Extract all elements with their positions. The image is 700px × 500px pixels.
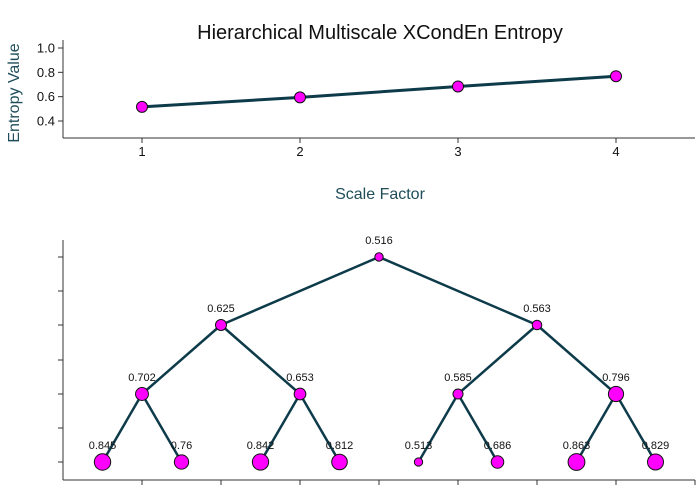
tree-edge: [259, 393, 302, 463]
tree-node-label: 0.812: [326, 440, 354, 452]
tree-node-label: 0.842: [247, 440, 275, 452]
tree-edge: [575, 393, 618, 463]
tree-node: [413, 457, 424, 467]
tree-nodes: 0.516 0.625 0.563 0.702 0.653 0.585 0.796 0.845…: [89, 235, 670, 471]
tree-node-label: 0.653: [286, 372, 314, 384]
tree-edge: [220, 255, 380, 327]
tree-edge: [614, 393, 657, 463]
series-line: [141, 74, 617, 109]
tree-edge: [417, 393, 460, 463]
tree-edge: [298, 393, 341, 463]
tree-node-label: 0.563: [523, 303, 551, 315]
tree-edge: [101, 393, 144, 463]
tree-axes: [58, 240, 696, 485]
tree-node: [135, 387, 149, 401]
data-point: [136, 100, 148, 113]
tree-node: [214, 318, 228, 332]
tree-node-label: 0.76: [171, 440, 192, 452]
tree-node-label: 0.863: [563, 440, 591, 452]
x-axis-label: Scale Factor: [335, 186, 425, 203]
data-point: [610, 70, 622, 83]
tree-edge: [456, 393, 499, 463]
tree-node: [490, 455, 505, 469]
tree-node-label: 0.516: [365, 235, 393, 247]
tree-node-label: 0.829: [642, 440, 670, 452]
tree-node-label: 0.686: [484, 440, 512, 452]
tree-node: [293, 387, 307, 401]
y-tick-label: 1.0: [37, 41, 55, 56]
x-tick-label: 1: [138, 144, 145, 159]
tree-edge: [140, 393, 183, 463]
x-tick-label: 3: [454, 144, 461, 159]
tree-node-label: 0.513: [405, 440, 433, 452]
data-point: [294, 91, 306, 104]
tree-node: [452, 388, 464, 400]
tree-node: [93, 453, 112, 471]
chart-title: Hierarchical Multiscale XCondEn Entropy: [197, 22, 563, 44]
data-point: [452, 80, 464, 93]
tree-node: [374, 252, 384, 262]
tree-node-label: 0.796: [602, 372, 630, 384]
tree-edges: [101, 255, 657, 463]
y-axis-label: Entropy Value: [6, 43, 23, 142]
tree-node: [607, 385, 625, 403]
x-tick-label: 2: [296, 144, 303, 159]
tree-node: [647, 453, 664, 471]
tree-node-label: 0.702: [128, 372, 156, 384]
tree-node-label: 0.625: [207, 303, 235, 315]
tree-node: [531, 319, 543, 331]
tree-node: [567, 453, 586, 471]
top-axes: 0.4 0.6 0.8 1.0 1 2 3 4: [37, 40, 695, 159]
tree-edge: [378, 255, 538, 327]
tree-node: [173, 454, 190, 470]
y-tick-label: 0.4: [37, 114, 55, 129]
tree-edge: [457, 324, 538, 395]
tree-edge: [220, 324, 301, 395]
tree-edge: [141, 324, 222, 395]
tree-node-label: 0.845: [89, 440, 117, 452]
y-tick-label: 0.8: [37, 65, 55, 80]
tree-edge: [536, 324, 617, 395]
x-tick-label: 4: [612, 144, 619, 159]
tree-node-label: 0.585: [444, 372, 472, 384]
tree-node: [251, 453, 270, 471]
y-tick-label: 0.6: [37, 89, 55, 104]
tree-node: [331, 453, 348, 471]
top-series: [136, 70, 622, 113]
